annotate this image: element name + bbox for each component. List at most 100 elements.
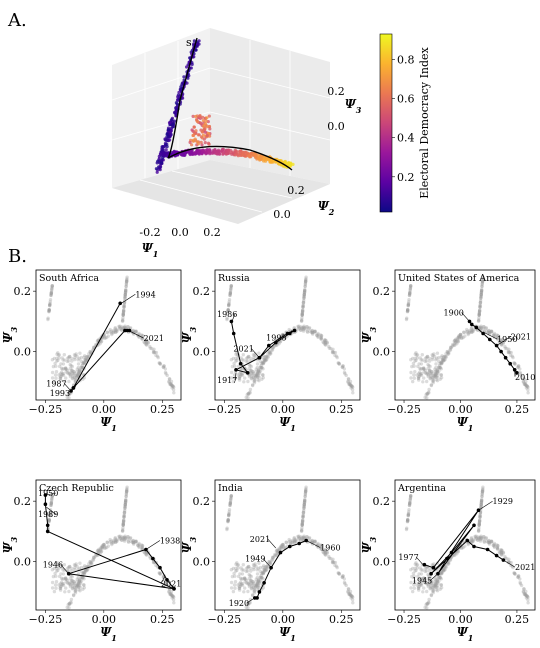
background-point: [480, 494, 484, 499]
background-point: [479, 500, 484, 504]
background-point: [80, 363, 84, 368]
background-point: [299, 529, 304, 533]
background-point: [239, 583, 243, 587]
background-point: [441, 358, 445, 362]
background-point: [81, 587, 85, 591]
background-point: [47, 308, 51, 312]
background-point: [300, 523, 304, 527]
background-point: [439, 583, 444, 587]
background-point: [325, 550, 329, 554]
background-point: [302, 502, 306, 507]
background-point: [310, 540, 315, 544]
background-point: [301, 513, 305, 517]
background-point: [82, 586, 87, 590]
background-point: [319, 547, 323, 551]
background-point: [150, 346, 154, 351]
background-point: [143, 551, 147, 555]
background-point: [406, 512, 411, 516]
background-point: [226, 309, 230, 313]
background-point: [92, 345, 96, 349]
scatter-point: [158, 168, 162, 172]
background-point: [518, 580, 522, 585]
background-point: [124, 494, 128, 499]
annotation-label: 2021: [511, 333, 531, 342]
background-point: [111, 331, 116, 335]
background-point: [170, 593, 174, 597]
background-point: [318, 543, 323, 547]
background-point: [229, 494, 233, 498]
background-point: [60, 577, 64, 581]
background-point: [482, 540, 487, 544]
background-point: [435, 579, 439, 583]
background-point: [131, 329, 135, 333]
scatter-point: [205, 151, 209, 155]
background-point: [226, 518, 230, 522]
background-point: [439, 355, 443, 359]
background-point: [343, 582, 347, 586]
background-point: [249, 368, 253, 372]
background-point: [121, 519, 126, 523]
trajectory-point: [172, 587, 176, 591]
trajectory-point: [288, 544, 292, 549]
background-point: [433, 374, 437, 378]
axes-frame: [394, 269, 536, 401]
background-point: [310, 330, 315, 334]
background-point: [275, 548, 279, 553]
background-point: [226, 308, 230, 312]
background-point: [303, 499, 307, 503]
background-point: [471, 539, 475, 544]
background-point: [439, 570, 443, 575]
background-point: [300, 311, 304, 316]
background-point: [430, 356, 434, 360]
background-point: [249, 369, 253, 374]
scatter-point: [285, 161, 289, 166]
background-point: [350, 598, 355, 602]
background-point: [140, 547, 144, 551]
background-point: [323, 341, 327, 345]
background-point: [73, 563, 78, 568]
background-point: [75, 373, 80, 377]
trajectory-point: [234, 368, 238, 372]
background-point: [512, 361, 517, 365]
background-point: [98, 342, 102, 346]
scatter-point: [165, 132, 169, 137]
background-point: [245, 355, 250, 360]
background-point: [71, 374, 75, 378]
background-point: [525, 594, 530, 599]
background-point: [420, 367, 424, 371]
background-point: [347, 591, 351, 596]
background-point: [406, 308, 410, 312]
background-point: [132, 541, 136, 545]
background-point: [113, 536, 118, 540]
background-point: [121, 523, 125, 528]
background-point: [453, 338, 458, 343]
background-point: [302, 506, 306, 511]
background-point: [49, 291, 54, 295]
background-point: [49, 503, 53, 508]
background-point: [257, 371, 262, 375]
background-point: [78, 578, 82, 582]
background-point: [475, 538, 480, 542]
background-point: [125, 279, 129, 283]
background-point: [480, 494, 484, 498]
x-tick-label: 0.00: [92, 403, 117, 416]
background-point: [446, 562, 450, 566]
background-point: [301, 304, 305, 308]
background-point: [302, 295, 306, 299]
background-point: [445, 349, 449, 354]
background-point: [139, 333, 144, 337]
background-point: [495, 545, 500, 550]
background-point: [333, 353, 337, 358]
background-point: [421, 576, 426, 580]
background-point: [61, 358, 65, 362]
background-point: [436, 575, 441, 580]
background-point: [443, 358, 447, 362]
background-point: [441, 355, 446, 359]
annotation-arrow: [267, 538, 277, 549]
background-point: [300, 313, 304, 318]
background-point: [266, 352, 270, 356]
background-point: [505, 556, 509, 561]
background-point: [459, 334, 463, 338]
background-point: [431, 376, 435, 380]
